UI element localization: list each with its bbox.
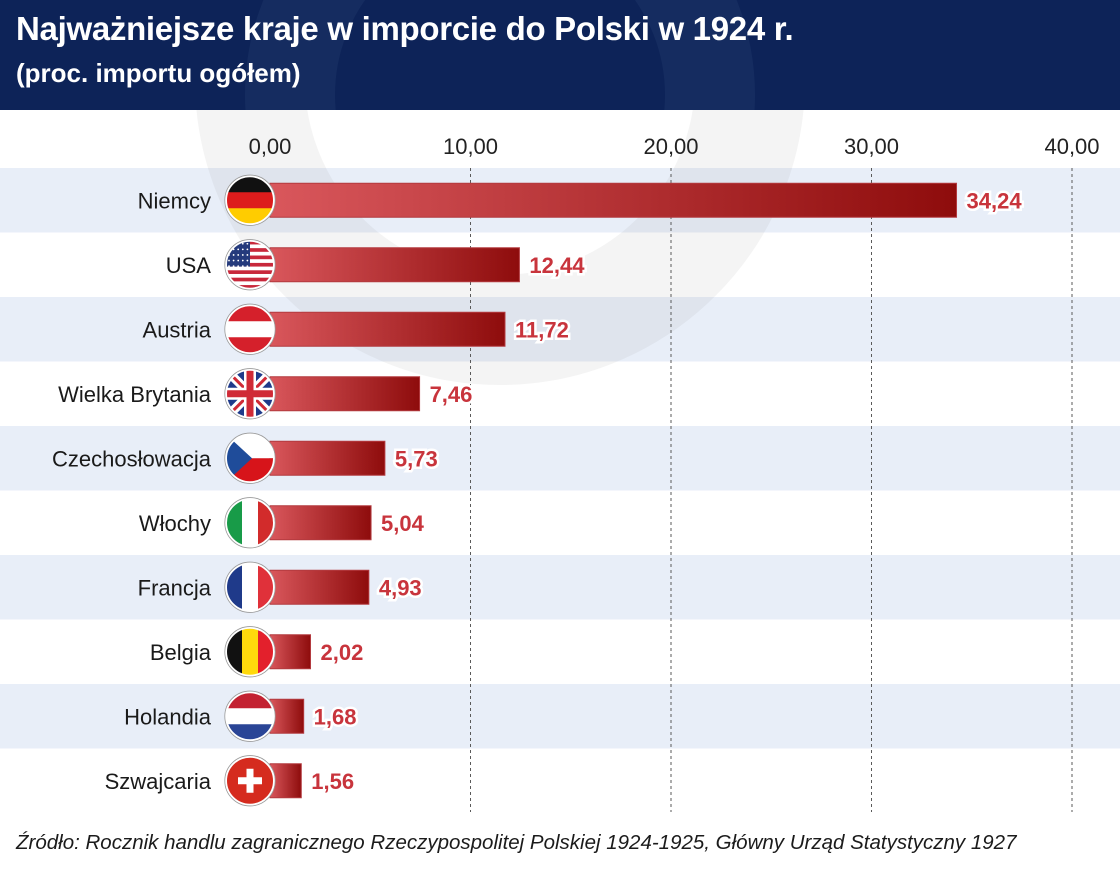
category-label: Belgia <box>150 640 212 665</box>
data-label: 34,24 <box>967 188 1023 213</box>
header-watermark <box>245 0 755 110</box>
category-label: Austria <box>143 317 212 342</box>
data-label: 11,72 <box>515 317 569 342</box>
belgium-flag-icon <box>224 626 276 678</box>
data-label: 1,56 <box>311 769 354 794</box>
data-label: 5,73 <box>395 446 438 471</box>
category-label: Holandia <box>124 704 212 729</box>
row-stripe <box>0 555 1120 620</box>
bar <box>269 440 386 476</box>
bar <box>269 182 958 218</box>
bar <box>269 376 421 412</box>
france-flag-icon <box>224 561 276 613</box>
chart-title: Najważniejsze kraje w imporcie do Polski… <box>16 10 794 47</box>
data-label: 7,46 <box>430 382 473 407</box>
data-label: 5,04 <box>381 511 425 536</box>
bar-chart: 0,00 10,00 20,00 30,00 40,00 34,24 12,44 11,72… <box>0 110 1120 812</box>
netherlands-flag-icon <box>224 690 276 742</box>
source-note: Źródło: Rocznik handlu zagranicznego Rze… <box>16 831 1017 854</box>
bar <box>269 634 312 670</box>
x-tick-label: 10,00 <box>443 134 498 159</box>
x-tick-label: 20,00 <box>643 134 698 159</box>
data-label: 2,02 <box>321 640 364 665</box>
category-label: Czechosłowacja <box>52 446 212 471</box>
switzerland-flag-icon <box>224 755 276 807</box>
x-tick-label: 40,00 <box>1044 134 1099 159</box>
row-stripe <box>0 426 1120 491</box>
data-label: 1,68 <box>314 704 357 729</box>
x-tick-label: 0,00 <box>249 134 292 159</box>
chart-subtitle: (proc. importu ogółem) <box>16 58 301 88</box>
row-stripe <box>0 684 1120 749</box>
germany-flag-icon <box>224 174 276 226</box>
data-label: 12,44 <box>529 253 585 278</box>
category-label: Niemcy <box>138 188 211 213</box>
bar <box>269 569 370 605</box>
category-label: Wielka Brytania <box>58 382 212 407</box>
bar <box>269 311 506 347</box>
chart-header: Najważniejsze kraje w imporcie do Polski… <box>0 0 1120 110</box>
uk-flag-icon <box>224 368 276 420</box>
data-label: 4,93 <box>379 575 422 600</box>
czechoslovakia-flag-icon <box>224 432 276 484</box>
x-tick-label: 30,00 <box>844 134 899 159</box>
bar <box>269 505 372 541</box>
austria-flag-icon <box>224 303 276 355</box>
category-label: Francja <box>138 575 212 600</box>
bar <box>269 247 520 283</box>
category-label: USA <box>166 253 212 278</box>
row-stripe <box>0 297 1120 362</box>
italy-flag-icon <box>224 497 276 549</box>
usa-flag-icon <box>224 239 276 291</box>
category-label: Włochy <box>139 511 211 536</box>
category-label: Szwajcaria <box>105 769 212 794</box>
bar <box>269 698 305 734</box>
